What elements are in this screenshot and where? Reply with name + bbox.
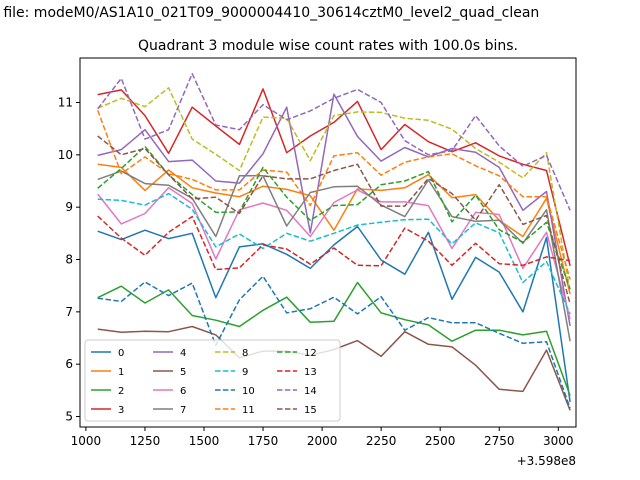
y-axis: 5 6 7 8 9 10 11 (58, 95, 80, 424)
y-tick-label: 9 (65, 200, 73, 214)
x-tick-label: 2250 (366, 434, 397, 448)
figure-suptitle: n file: modeM0/AS1A10_021T09_9000004410_… (0, 5, 539, 21)
series-line-11 (96, 110, 571, 280)
series-line-2 (97, 281, 571, 396)
x-tick-label: 1000 (71, 434, 102, 448)
x-tick-label: 3000 (543, 434, 574, 448)
series-line-14 (97, 72, 571, 211)
legend-label: 11 (242, 405, 255, 416)
y-tick-label: 7 (65, 305, 73, 319)
series-line-13 (97, 215, 571, 271)
legend-label: 5 (180, 367, 186, 378)
legend-label: 9 (242, 367, 248, 378)
x-tick-label: 2000 (307, 434, 338, 448)
x-tick-label: 2500 (425, 434, 456, 448)
x-tick-label: 2750 (484, 434, 515, 448)
x-tick-label: 1500 (189, 434, 220, 448)
legend-label: 13 (304, 367, 317, 378)
legend-frame (84, 339, 341, 422)
legend-label: 14 (304, 386, 317, 397)
series-line-9 (97, 192, 571, 315)
legend-label: 12 (304, 348, 317, 359)
y-tick-label: 10 (58, 148, 73, 162)
y-tick-label: 8 (65, 253, 73, 267)
x-offset-label: +3.598e8 (517, 454, 576, 468)
legend-label: 8 (242, 348, 248, 359)
legend-label: 0 (118, 348, 124, 359)
series-layer (96, 72, 571, 411)
legend-label: 10 (242, 386, 255, 397)
series-line-7 (97, 170, 571, 342)
series-line-6 (97, 187, 571, 319)
series-line-10 (97, 275, 571, 409)
series-line-0 (97, 225, 571, 403)
y-tick-label: 6 (65, 357, 73, 371)
chart-title: Quadrant 3 module wise count rates with … (138, 38, 518, 54)
series-line-12 (97, 145, 571, 290)
series-line-4 (97, 93, 571, 327)
legend-label: 4 (180, 348, 186, 359)
legend-label: 2 (118, 386, 124, 397)
y-tick-label: 5 (65, 410, 73, 424)
series-line-3 (97, 88, 571, 266)
x-tick-label: 1750 (248, 434, 279, 448)
legend-label: 7 (180, 405, 186, 416)
x-tick-label: 1250 (130, 434, 161, 448)
legend-label: 6 (180, 386, 186, 397)
legend-label: 1 (118, 367, 124, 378)
series-line-1 (97, 163, 571, 295)
series-line-8 (97, 87, 571, 292)
axes-frame (79, 57, 577, 428)
legend-label: 15 (304, 405, 317, 416)
x-axis: 1000 1250 1500 1750 2000 2250 2500 2750 3000 (71, 427, 574, 448)
series-line-15 (97, 135, 571, 305)
y-tick-label: 11 (58, 95, 73, 109)
legend-label: 3 (118, 405, 124, 416)
